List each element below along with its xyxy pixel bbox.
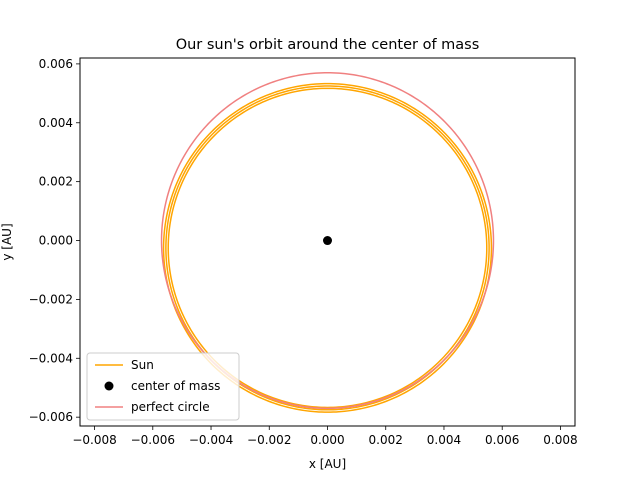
x-tick-label: 0.006 [485,433,519,447]
series-line-sun-loop-1 [167,87,488,409]
x-tick-label: 0.002 [369,433,403,447]
x-tick-label: −0.004 [189,433,233,447]
x-tick-label: −0.006 [131,433,175,447]
legend-label-sun: Sun [131,358,154,372]
series-line-perfect-circle [160,71,495,410]
y-tick-label: 0.000 [39,234,73,248]
x-tick-label: −0.008 [72,433,116,447]
x-tick-label: 0.000 [310,433,344,447]
legend: Sun center of mass perfect circle [86,352,240,421]
legend-label-center-of-mass: center of mass [131,379,220,393]
y-tick-label: 0.006 [39,57,73,71]
y-tick-label: 0.002 [39,175,73,189]
y-tick-label: −0.006 [29,410,73,424]
series-point-center-of-mass [323,236,332,246]
y-tick-label: −0.002 [29,292,73,306]
legend-box [86,352,240,421]
series-line-sun-loop-2 [165,85,490,411]
x-tick-label: −0.002 [247,433,291,447]
x-tick-label: 0.008 [543,433,577,447]
series-line-sun-loop-3 [162,82,493,413]
y-tick-label: 0.004 [39,116,73,130]
chart-title: Our sun's orbit around the center of mas… [176,37,480,53]
x-tick-label: 0.004 [427,433,461,447]
y-axis-label: y [AU] [0,223,14,260]
legend-label-perfect-circle: perfect circle [131,400,210,414]
y-tick-label: −0.004 [29,351,73,365]
legend-swatch-center-of-mass [104,381,114,391]
x-axis-label: x [AU] [309,457,346,471]
